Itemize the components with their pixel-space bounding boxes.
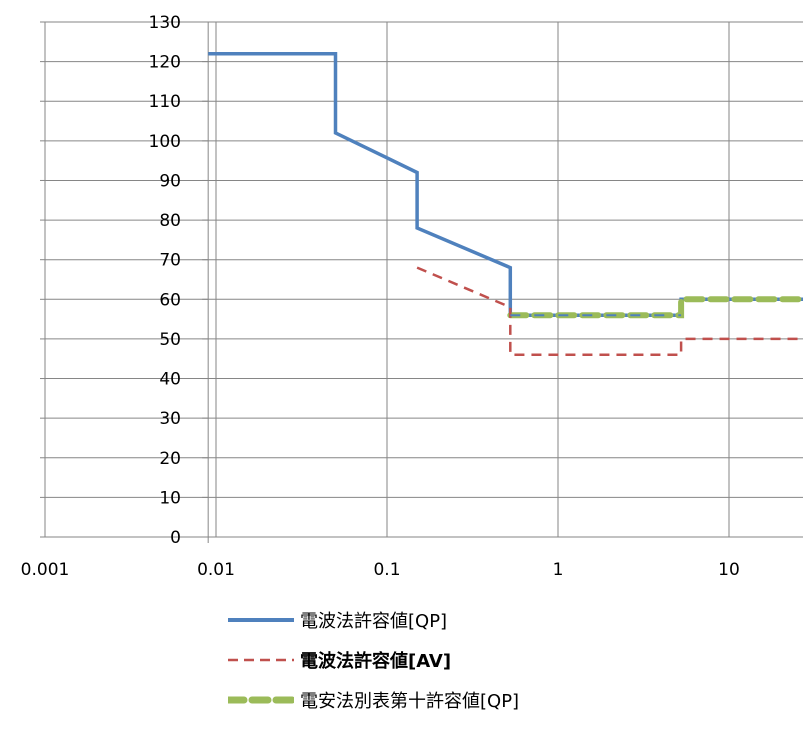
y-tick-label: 120 xyxy=(149,53,181,73)
legend: 電波法許容値[QP] 電波法許容値[AV] 電安法別表第十許容値[QP] xyxy=(228,600,628,720)
y-tick-label: 70 xyxy=(159,251,181,271)
x-tick-label: 0.01 xyxy=(197,560,235,580)
legend-item-qp: 電波法許容値[QP] xyxy=(228,600,628,640)
y-tick-label: 100 xyxy=(149,132,181,152)
x-axis-tick-labels: 0.001 0.01 0.1 1 10 xyxy=(21,560,740,580)
x-tick-label: 0.001 xyxy=(21,560,70,580)
legend-item-av: 電波法許容値[AV] xyxy=(228,640,628,680)
y-tick-label: 30 xyxy=(159,409,181,429)
legend-swatch-dashed-red xyxy=(228,658,294,662)
y-tick-label: 90 xyxy=(159,171,181,191)
y-tick-label: 10 xyxy=(159,488,181,508)
legend-swatch-dashed-green xyxy=(228,696,294,704)
series-line-2 xyxy=(416,266,803,357)
x-tick-label: 10 xyxy=(718,560,740,580)
y-tick-label: 130 xyxy=(149,13,181,33)
x-tick-label: 1 xyxy=(553,560,564,580)
y-tick-label: 80 xyxy=(159,211,181,231)
y-tick-label: 40 xyxy=(159,370,181,390)
y-axis-tick-labels: 0 10 20 30 40 50 60 70 80 90 100 110 120 130 xyxy=(149,13,181,548)
legend-label-denan-qp: 電安法別表第十許容値[QP] xyxy=(300,691,520,712)
y-tick-label: 110 xyxy=(149,92,181,112)
series-line-3 xyxy=(507,296,803,319)
y-tick-label: 20 xyxy=(159,449,181,469)
y-tick-label: 50 xyxy=(159,330,181,350)
legend-label-av: 電波法許容値[AV] xyxy=(300,651,452,672)
series-line-1 xyxy=(208,51,803,317)
y-tick-label: 0 xyxy=(170,528,181,548)
legend-item-denan-qp: 電安法別表第十許容値[QP] xyxy=(228,680,628,720)
series-lines xyxy=(208,51,803,357)
grid-lines xyxy=(40,21,803,543)
legend-label-qp: 電波法許容値[QP] xyxy=(300,611,448,632)
legend-swatch-solid-blue xyxy=(228,618,294,622)
x-tick-label: 0.1 xyxy=(373,560,400,580)
y-tick-label: 60 xyxy=(159,290,181,310)
